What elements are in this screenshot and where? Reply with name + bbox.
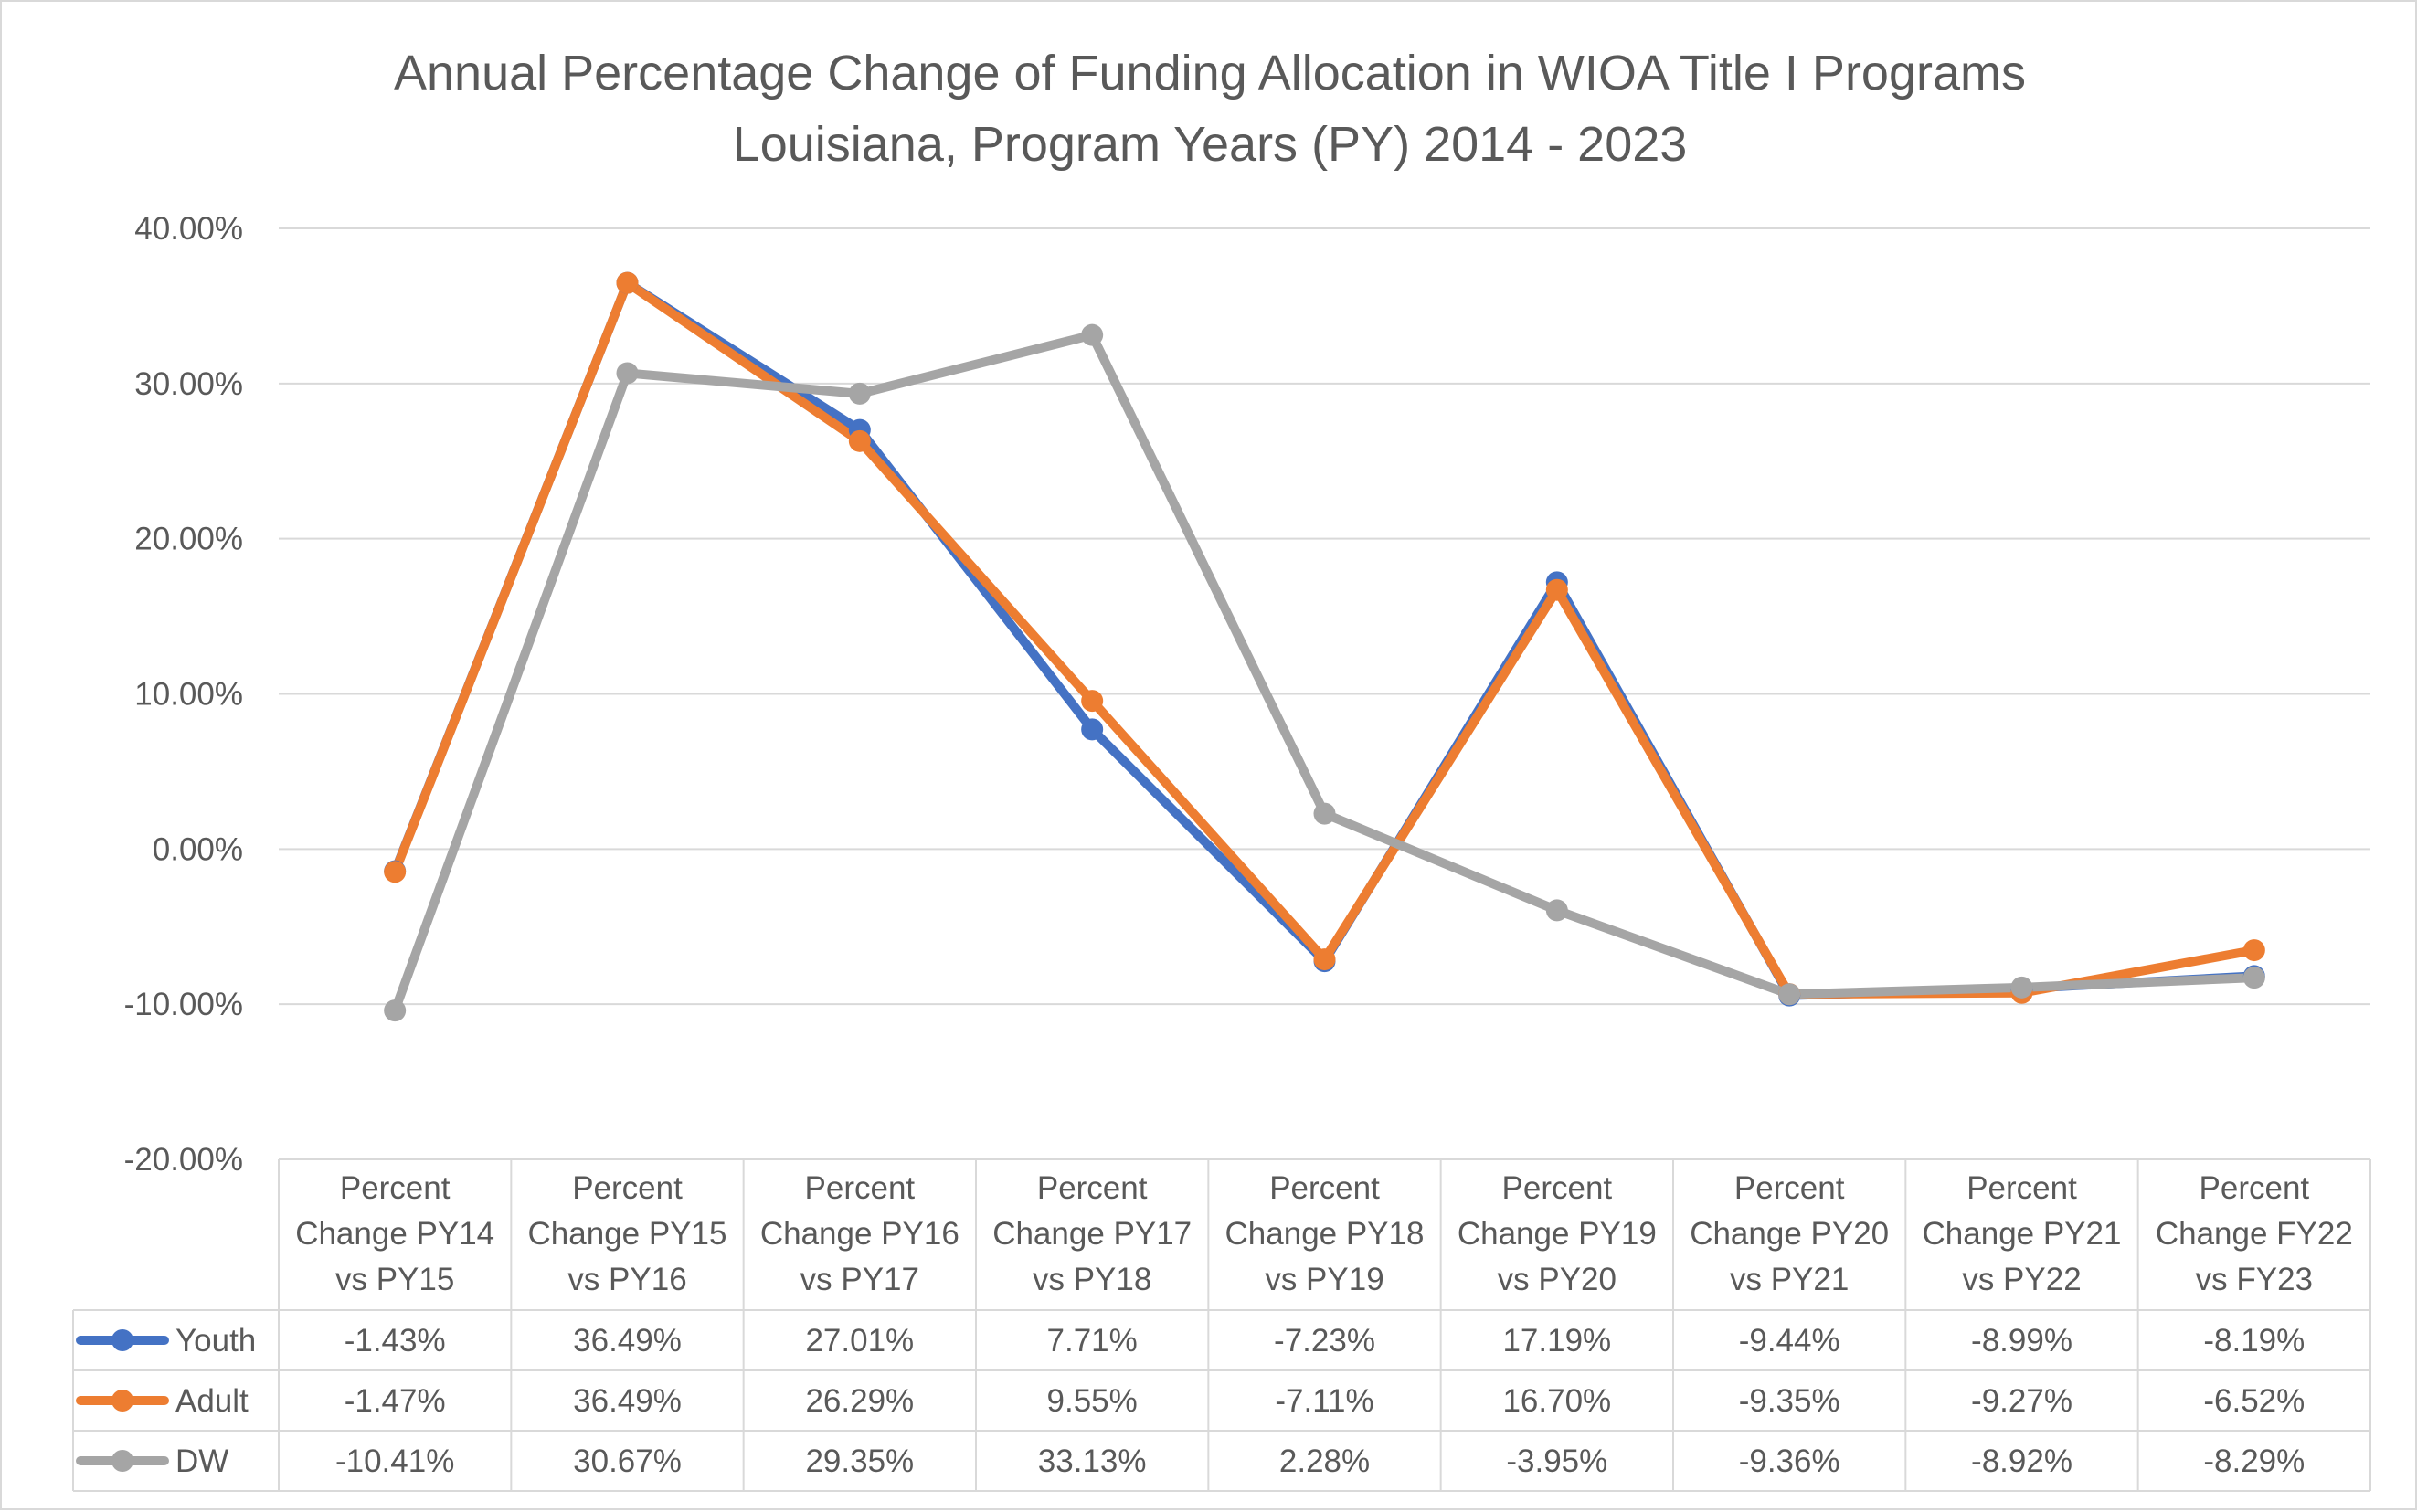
- legend-label-dw: DW: [175, 1443, 228, 1479]
- data-label-dw: 33.13%: [1038, 1443, 1147, 1479]
- x-category-label: Percent: [805, 1170, 916, 1206]
- y-tick-label: 40.00%: [134, 211, 243, 247]
- data-point-adult: [848, 429, 871, 452]
- x-category-label: Percent: [340, 1170, 451, 1206]
- x-category-label: Percent: [1734, 1170, 1845, 1206]
- data-label-youth: 36.49%: [573, 1323, 682, 1359]
- y-tick-label: 10.00%: [134, 677, 243, 713]
- legend-swatch-marker-adult: [111, 1390, 133, 1412]
- x-category-label: Percent: [572, 1170, 683, 1206]
- data-label-adult: 36.49%: [573, 1383, 682, 1419]
- x-category-label: Percent: [1966, 1170, 2077, 1206]
- data-label-dw: 2.28%: [1279, 1443, 1370, 1479]
- data-label-dw: -3.95%: [1506, 1443, 1607, 1479]
- data-point-adult: [384, 861, 407, 883]
- data-point-adult: [1081, 690, 1104, 713]
- data-label-adult: 9.55%: [1047, 1383, 1138, 1419]
- legend-swatch-marker-dw: [111, 1450, 133, 1472]
- x-category-label: Change PY21: [1923, 1216, 2122, 1252]
- data-label-youth: 17.19%: [1502, 1323, 1611, 1359]
- data-label-dw: -8.29%: [2203, 1443, 2305, 1479]
- legend-label-adult: Adult: [175, 1383, 249, 1419]
- series-lines: [384, 271, 2265, 1022]
- x-category-label: Change PY18: [1225, 1216, 1425, 1252]
- data-label-youth: -7.23%: [1274, 1323, 1375, 1359]
- data-label-adult: 16.70%: [1502, 1383, 1611, 1419]
- data-label-youth: 27.01%: [805, 1323, 914, 1359]
- y-tick-label: 20.00%: [134, 522, 243, 557]
- data-point-adult: [616, 271, 639, 294]
- data-point-dw: [1313, 802, 1336, 825]
- x-category-label: Change PY17: [992, 1216, 1192, 1252]
- y-tick-label: 0.00%: [153, 831, 243, 867]
- data-label-youth: -8.19%: [2203, 1323, 2305, 1359]
- data-label-adult: -1.47%: [345, 1383, 446, 1419]
- data-label-youth: -1.43%: [345, 1323, 446, 1359]
- legend-swatch-marker-youth: [111, 1329, 133, 1351]
- x-category-label: vs FY23: [2196, 1262, 2313, 1297]
- x-category-label: vs PY18: [1033, 1262, 1151, 1297]
- data-label-dw: 30.67%: [573, 1443, 682, 1479]
- data-point-dw: [1545, 899, 1568, 922]
- x-category-label: Percent: [1037, 1170, 1148, 1206]
- data-label-adult: -9.27%: [1971, 1383, 2072, 1419]
- data-label-adult: -6.52%: [2203, 1383, 2305, 1419]
- legend-label-youth: Youth: [175, 1323, 256, 1359]
- series-line-adult: [390, 278, 2259, 999]
- x-category-label: Change FY22: [2156, 1216, 2353, 1252]
- gridlines: [279, 227, 2370, 1006]
- x-category-label: vs PY22: [1962, 1262, 2081, 1297]
- x-category-label: vs PY19: [1265, 1262, 1383, 1297]
- chart-subtitle: Louisiana, Program Years (PY) 2014 - 202…: [733, 117, 1688, 172]
- y-tick-label: 30.00%: [134, 366, 243, 402]
- data-label-youth: -9.44%: [1739, 1323, 1840, 1359]
- data-label-dw: -10.41%: [335, 1443, 454, 1479]
- x-category-label: Percent: [1269, 1170, 1380, 1206]
- data-point-adult: [2242, 939, 2265, 962]
- data-point-dw: [1778, 983, 1801, 1006]
- x-category-label: Change PY20: [1690, 1216, 1889, 1252]
- data-point-youth: [1081, 718, 1104, 741]
- series-line-dw: [390, 330, 2259, 1016]
- x-category-label: Change PY16: [760, 1216, 959, 1252]
- x-category-label: Change PY19: [1458, 1216, 1657, 1252]
- x-category-label: vs PY21: [1730, 1262, 1849, 1297]
- x-category-label: Change PY15: [528, 1216, 727, 1252]
- y-axis-ticks: 40.00% 30.00% 20.00% 10.00% 0.00% -10.00% -20.…: [124, 211, 243, 1178]
- data-label-adult: -7.11%: [1275, 1383, 1373, 1419]
- data-label-adult: 26.29%: [805, 1383, 914, 1419]
- data-label-dw: 29.35%: [805, 1443, 914, 1479]
- x-category-label: vs PY16: [567, 1262, 686, 1297]
- data-table: Percent Change PY14 vs PY15 Percent Change P…: [72, 1158, 2371, 1492]
- data-label-dw: -8.92%: [1971, 1443, 2072, 1479]
- x-category-label: Change PY14: [295, 1216, 494, 1252]
- y-tick-label: -10.00%: [124, 987, 243, 1022]
- x-category-label: vs PY15: [335, 1262, 454, 1297]
- data-label-adult: -9.35%: [1739, 1383, 1840, 1419]
- data-point-dw: [1081, 323, 1104, 346]
- data-point-dw: [848, 382, 871, 405]
- chart-title: Annual Percentage Change of Funding Allo…: [394, 46, 2026, 100]
- data-point-adult: [1545, 578, 1568, 601]
- data-label-youth: 7.71%: [1047, 1323, 1138, 1359]
- data-label-dw: -9.36%: [1739, 1443, 1840, 1479]
- data-point-dw: [384, 999, 407, 1022]
- series-line-youth: [390, 278, 2259, 1000]
- x-category-label: vs PY17: [800, 1262, 919, 1297]
- data-label-youth: -8.99%: [1971, 1323, 2072, 1359]
- x-category-label: Percent: [1502, 1170, 1613, 1206]
- x-category-label: Percent: [2200, 1170, 2310, 1206]
- data-point-dw: [2010, 976, 2033, 999]
- y-tick-label: -20.00%: [124, 1142, 243, 1178]
- data-point-dw: [616, 362, 639, 385]
- data-point-adult: [1313, 948, 1336, 971]
- x-category-label: vs PY20: [1498, 1262, 1617, 1297]
- data-point-dw: [2242, 967, 2265, 989]
